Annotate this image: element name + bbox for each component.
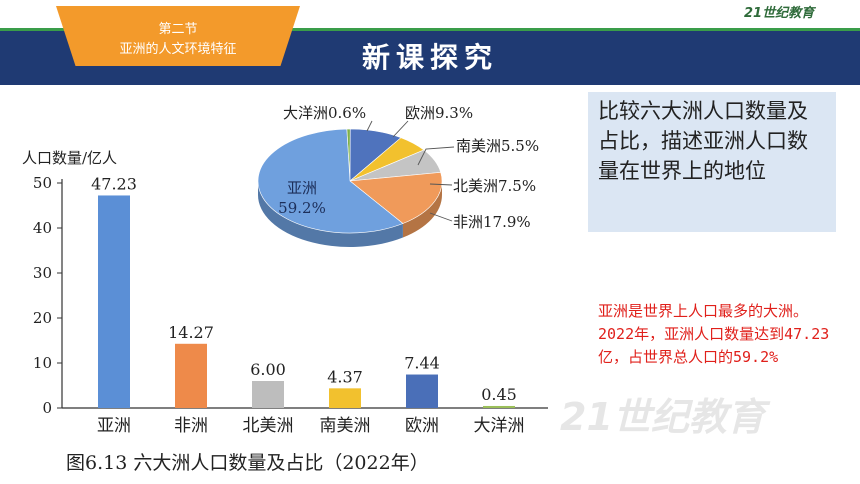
bar-value-label: 47.23	[91, 174, 137, 193]
question-text: 比较六大洲人口数量及占比，描述亚洲人口数量在世界上的地位	[598, 99, 808, 183]
pie-slice-side	[402, 181, 442, 238]
pie-slice	[349, 172, 443, 224]
brand-logo: 21世纪教育	[744, 6, 815, 21]
page-title: 新课探究	[361, 41, 498, 74]
pie-chart: 亚洲 59.2% 非洲17.9% 北美洲7.5% 南美洲5.5% 欧洲9.3% 大洋洲0.6…	[257, 104, 539, 248]
y-tick-label: 40	[33, 219, 52, 237]
bar	[406, 374, 438, 408]
figure-caption: 图6.13 六大洲人口数量及占比（2022年）	[66, 452, 429, 474]
x-tick-label: 北美洲	[243, 416, 294, 436]
section-topic: 亚洲的人文环境特征	[119, 42, 237, 57]
pie-label: 南美洲5.5%	[456, 137, 539, 155]
section-number: 第二节	[158, 22, 198, 37]
x-tick-label: 大洋洲	[474, 416, 525, 436]
bar	[252, 381, 284, 408]
pie-leader-line	[366, 120, 373, 132]
pie-leader-line	[417, 146, 455, 166]
bar-chart: 人口数量/亿人 0 10 20 30 40 50 47.23 亚洲 14.27 非洲 6.00 北美洲 4…	[22, 149, 548, 436]
answer-text: 亚洲是世界上人口最多的大洲。2022年，亚洲人口数量达到47.23亿，占世界总人…	[598, 302, 830, 366]
pie-slice	[257, 128, 404, 234]
bar-value-label: 6.00	[250, 360, 286, 379]
bar-value-label: 14.27	[168, 323, 214, 342]
bar	[175, 343, 207, 408]
pie-leader-line	[429, 212, 453, 222]
y-tick-label: 20	[33, 309, 52, 327]
y-tick-label: 50	[33, 174, 52, 192]
pie-label: 非洲17.9%	[453, 213, 531, 231]
pie-label: 亚洲	[287, 179, 317, 197]
bar	[329, 388, 361, 408]
y-tick-label: 30	[33, 264, 52, 282]
y-tick-label: 10	[33, 354, 52, 372]
pie-label: 大洋洲0.6%	[283, 104, 366, 122]
question-box	[588, 92, 836, 232]
pie-label: 欧洲9.3%	[405, 104, 473, 122]
header-accent-line	[0, 28, 860, 31]
bar-value-label: 4.37	[327, 367, 363, 386]
y-axis-label: 人口数量/亿人	[22, 149, 117, 167]
bar-value-label: 0.45	[481, 385, 517, 404]
bar	[98, 195, 130, 408]
pie-slice-side	[258, 181, 403, 248]
pie-leader-line	[429, 183, 453, 186]
bar-value-label: 7.44	[404, 354, 440, 373]
x-tick-label: 南美洲	[320, 416, 371, 436]
section-tag: 第二节 亚洲的人文环境特征	[56, 6, 300, 66]
y-tick-label: 0	[42, 399, 52, 417]
x-tick-label: 欧洲	[405, 416, 439, 436]
bar	[483, 405, 515, 408]
watermark-logo: 21世纪教育	[560, 395, 765, 439]
x-tick-label: 非洲	[174, 416, 208, 436]
pie-leader-line	[392, 120, 409, 138]
x-tick-label: 亚洲	[97, 416, 131, 436]
pie-value-label: 59.2%	[278, 199, 326, 217]
figure-chart: 人口数量/亿人 0 10 20 30 40 50 47.23 亚洲 14.27 非洲 6.00 北美洲 4…	[22, 104, 548, 474]
pie-label: 北美洲7.5%	[453, 177, 536, 195]
